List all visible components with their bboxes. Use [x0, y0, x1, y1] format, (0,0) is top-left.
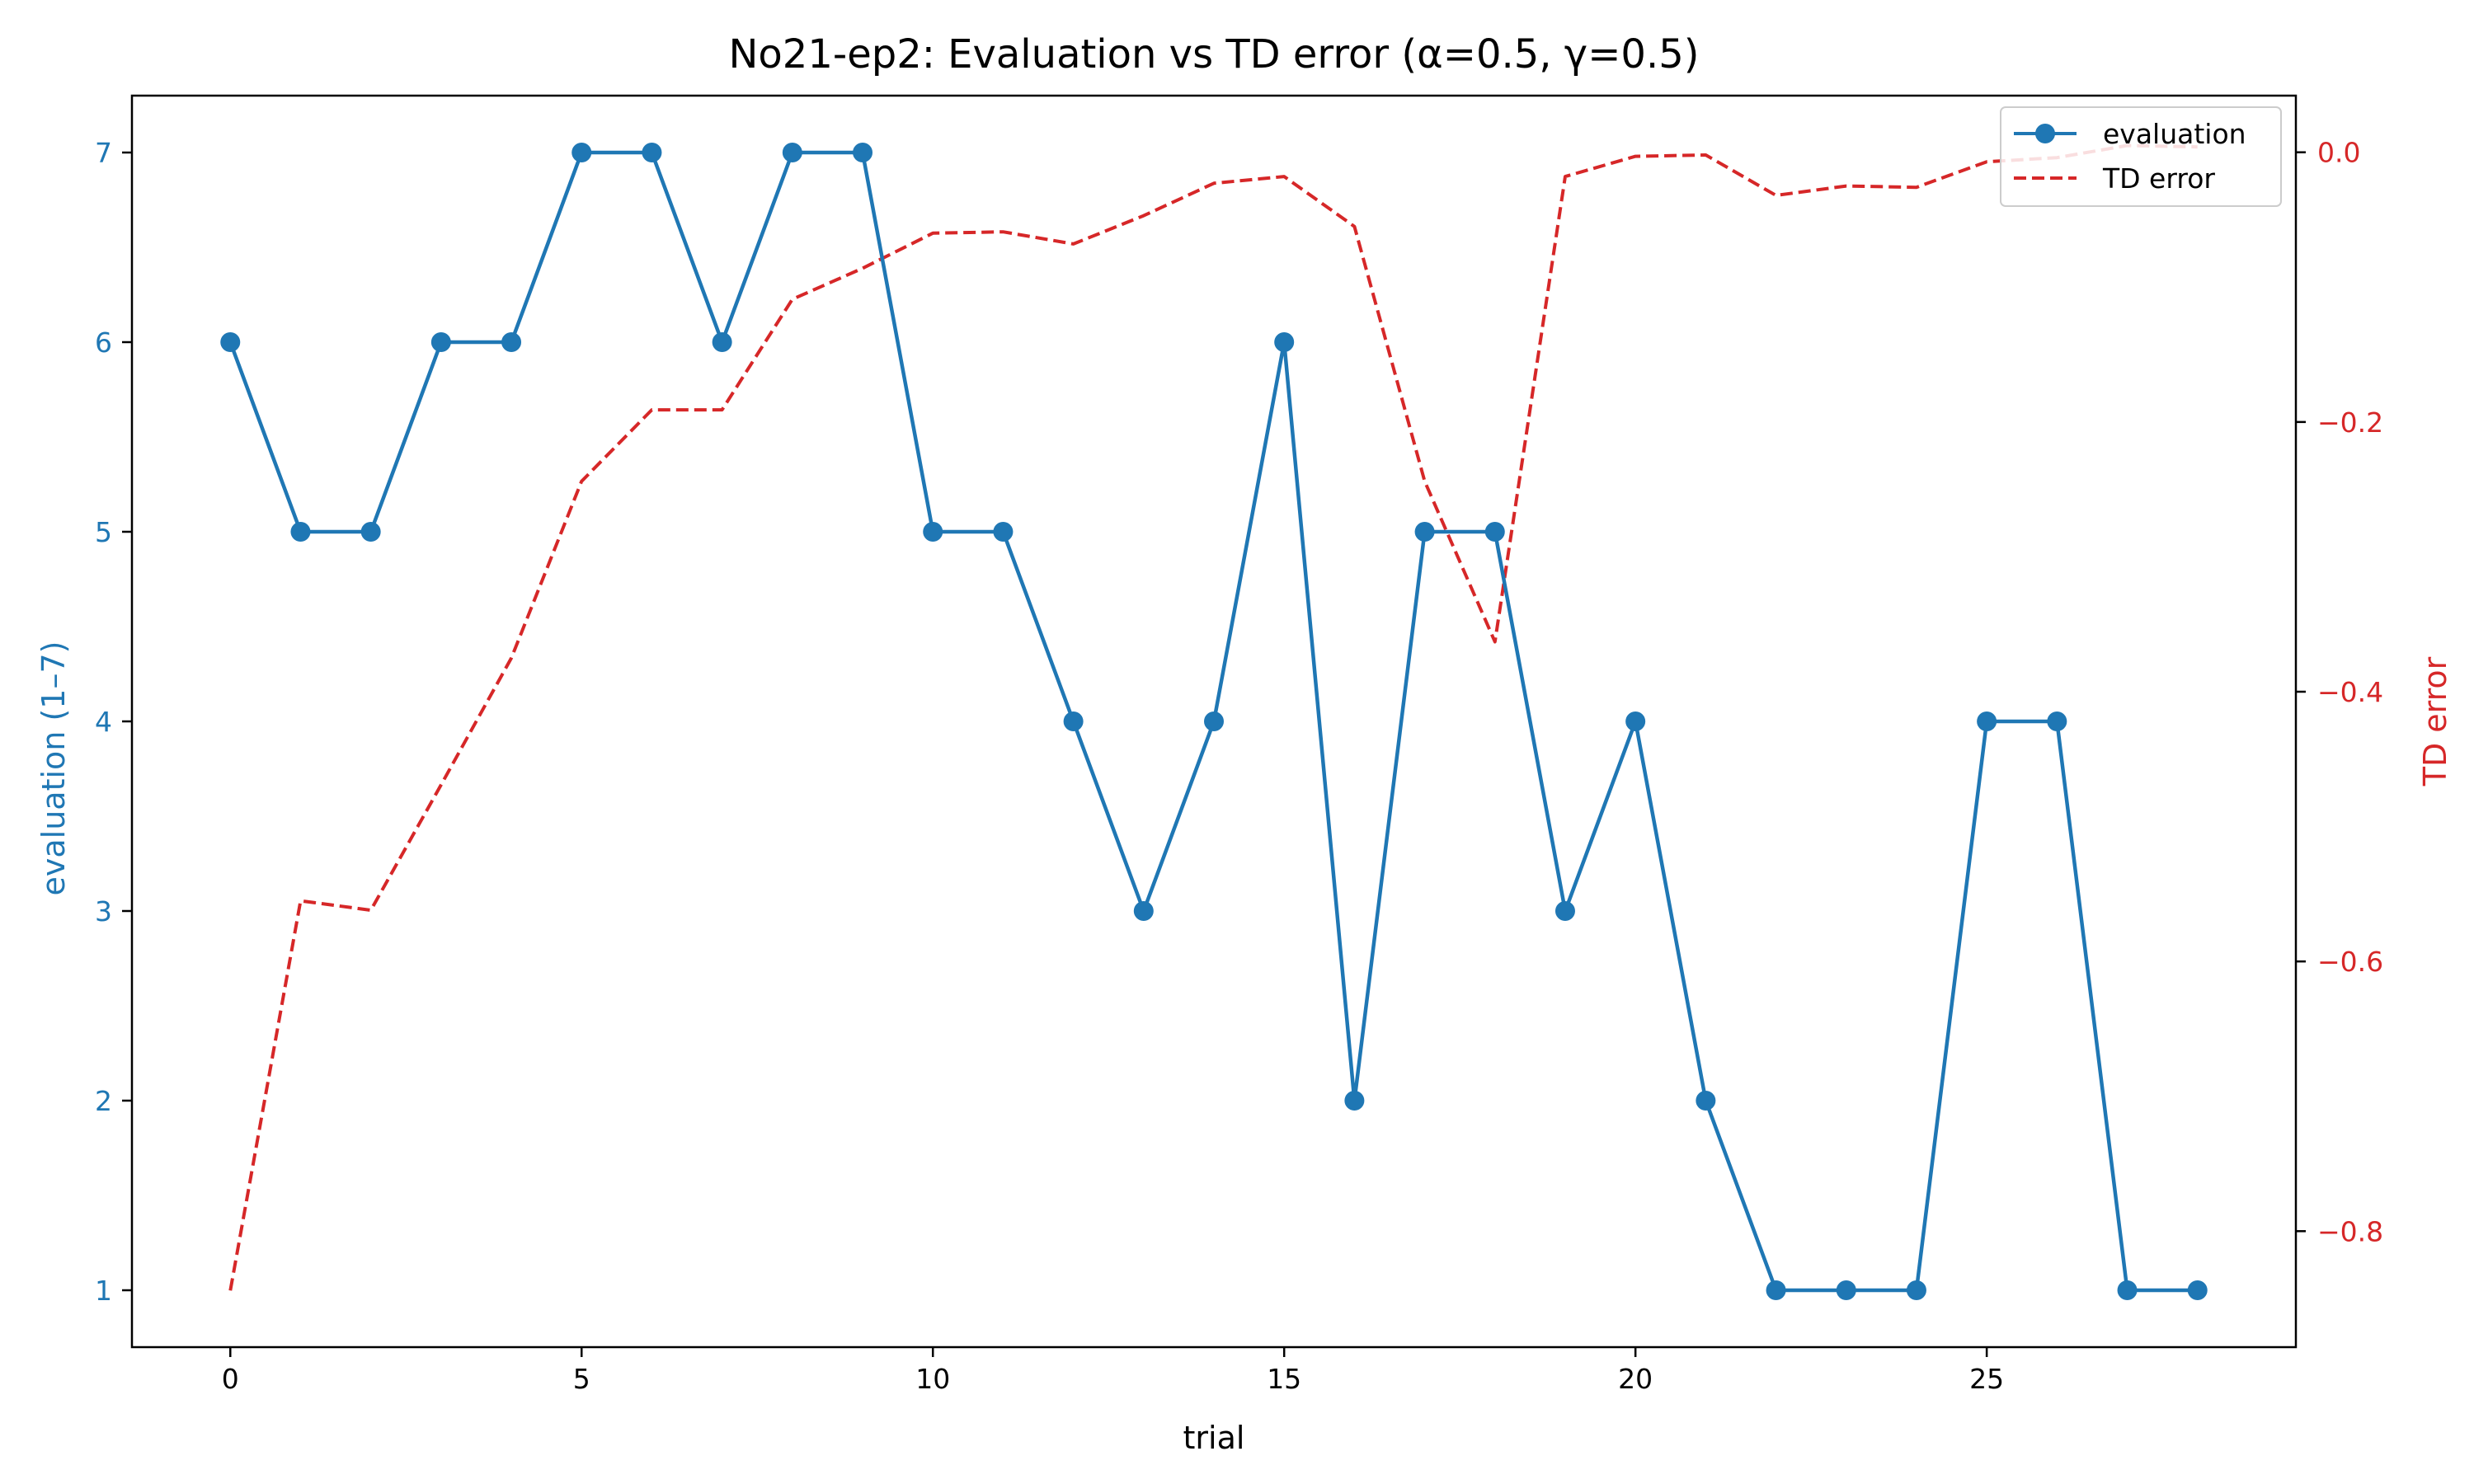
evaluation-point: [1274, 332, 1295, 352]
evaluation-point: [1554, 901, 1575, 921]
evaluation-point: [430, 332, 451, 352]
y-left-tick-label: 1: [95, 1275, 112, 1307]
legend-evaluation-label: evaluation: [2103, 118, 2246, 150]
evaluation-point: [1204, 711, 1224, 731]
evaluation-point: [853, 143, 873, 162]
y-right-tick-label: −0.2: [2317, 406, 2383, 439]
legend-td-error-label: TD error: [2102, 162, 2215, 195]
legend-evaluation-marker: [2035, 124, 2055, 143]
evaluation-point: [1414, 522, 1435, 542]
evaluation-point: [360, 522, 381, 542]
evaluation-point: [1484, 522, 1505, 542]
y-right-tick-label: 0.0: [2317, 137, 2360, 169]
evaluation-point: [782, 143, 802, 162]
evaluation-point: [220, 332, 241, 352]
y-left-tick-label: 7: [95, 137, 112, 169]
y-axis-left-label: evaluation (1–7): [35, 641, 72, 896]
y-left-tick-label: 5: [95, 516, 112, 548]
plot-series: [220, 143, 2208, 1300]
evaluation-point: [923, 522, 943, 542]
x-tick-label: 15: [1267, 1363, 1301, 1395]
y-axis-right-label: TD error: [2417, 656, 2453, 787]
y-right-tick-label: −0.6: [2317, 946, 2383, 978]
evaluation-point: [1977, 711, 1997, 731]
evaluation-point: [1836, 1280, 1856, 1300]
evaluation-point: [1133, 901, 1154, 921]
x-axis-label: trial: [1183, 1420, 1245, 1456]
evaluation-point: [501, 332, 522, 352]
evaluation-point: [1625, 711, 1646, 731]
y-right-tick-label: −0.8: [2317, 1215, 2383, 1247]
y-left-tick-label: 6: [95, 326, 112, 359]
evaluation-point: [2117, 1280, 2138, 1300]
y-left-tick-label: 3: [95, 895, 112, 928]
y-right-tick-label: −0.4: [2317, 676, 2383, 708]
evaluation-point: [1696, 1091, 1716, 1111]
x-tick-label: 20: [1618, 1363, 1653, 1395]
evaluation-point: [712, 332, 732, 352]
td-error-series-line: [228, 143, 2198, 1291]
plot-area-frame: [130, 94, 2298, 1349]
chart-title: No21-ep2: Evaluation vs TD error (α=0.5,…: [729, 31, 1700, 77]
evaluation-point: [1344, 1091, 1365, 1111]
evaluation-point: [290, 522, 311, 542]
y-left-tick-label: 2: [95, 1085, 112, 1117]
x-tick-label: 10: [915, 1363, 950, 1395]
evaluation-point: [1906, 1280, 1926, 1300]
evaluation-point: [993, 522, 1014, 542]
axis-ticks: 0 5 10 15 20 25 1 2 3 4 5 6 7 0.0 −0.2 −0.4 −0.6 −0.8: [95, 137, 2383, 1395]
evaluation-point: [2187, 1280, 2208, 1300]
x-tick-label: 0: [222, 1363, 239, 1395]
evaluation-point: [571, 143, 592, 162]
evaluation-point: [1766, 1280, 1786, 1300]
evaluation-point: [2047, 711, 2067, 731]
y-left-tick-label: 4: [95, 706, 112, 738]
x-tick-label: 5: [573, 1363, 590, 1395]
x-tick-label: 25: [1969, 1363, 2004, 1395]
evaluation-point: [642, 143, 662, 162]
legend: evaluation TD error: [2000, 106, 2282, 207]
evaluation-point: [1063, 711, 1084, 731]
